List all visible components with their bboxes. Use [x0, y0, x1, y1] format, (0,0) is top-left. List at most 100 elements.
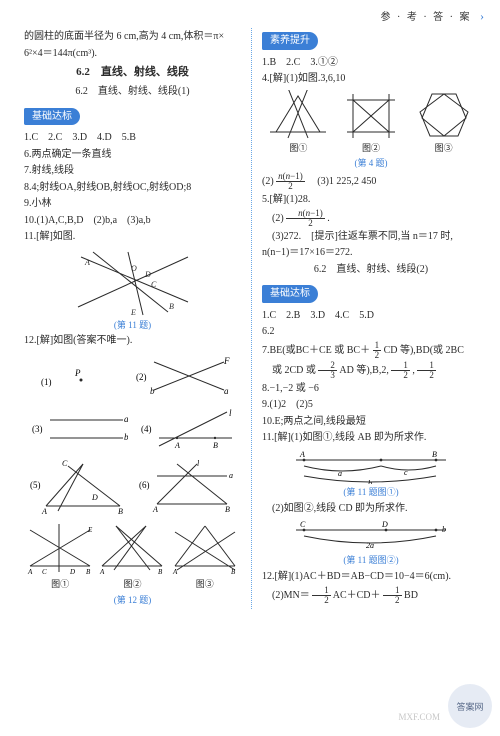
fig11r2-cap: (第 11 题图②) [262, 554, 480, 568]
r4: 4.[解](1)如图.3,6,10 [262, 71, 480, 87]
frac-1-2-d: 12 [312, 586, 331, 605]
left-q11: 11.[解]如图. [24, 229, 241, 245]
intro-line1: 的圆柱的底面半径为 6 cm,高为 4 cm,体积＝π× [24, 29, 241, 45]
fig12-3: (3) a b [28, 404, 128, 452]
svg-text:B: B [86, 568, 91, 576]
left-q6: 6.两点确定一条直线 [24, 147, 241, 163]
svg-text:b: b [124, 432, 128, 442]
page-header: 参 · 考 · 答 · 案 › [18, 8, 486, 24]
s7-l2b: AD 等),B,2, [339, 365, 388, 376]
intro-line2: 6²×4＝144π(cm³). [24, 46, 241, 62]
fig12-6: (6) A B a l [137, 456, 237, 516]
fig4-3-cap: 图③ [416, 142, 472, 156]
s7-l2c: , [412, 365, 415, 376]
svg-text:(2): (2) [136, 372, 147, 382]
r4b-pre: (2) [262, 176, 274, 187]
fig4-2-cap: 图② [343, 142, 399, 156]
s7-line2: 或 2CD 或 23 AD 等),B,2, 12 , 12 [262, 361, 480, 380]
svg-text:b: b [150, 386, 155, 396]
r5b: (2) n(n−1)2 . [262, 209, 480, 228]
s8: 8.−1,−2 或 −6 [262, 381, 480, 397]
svg-text:A: A [299, 450, 305, 459]
svg-text:D: D [69, 568, 75, 576]
svg-text:C: C [300, 520, 306, 529]
subtitle2: 6.2 直线、射线、线段(2) [262, 262, 480, 278]
r5c2: n(n−1)＝17×16＝272. [262, 245, 480, 261]
frac-n-n1-2-a: n(n−1)2 [276, 172, 305, 191]
r5c: (3)272. [提示]往返车票不同,当 n＝17 时, [262, 229, 480, 245]
svg-text:b: b [368, 479, 372, 484]
fig4-caption: (第 4 题) [262, 157, 480, 171]
svg-text:A: A [41, 507, 47, 516]
r1: 1.B 2.C 3.①② [262, 55, 480, 71]
s12b-mid: AC＋CD＋ [333, 590, 381, 601]
svg-text:(4): (4) [141, 424, 152, 434]
svg-text:B: B [225, 505, 230, 514]
fig12-row3: (5) A B C D (6) [24, 454, 241, 518]
watermark-stamp-icon: 答案网 [448, 684, 492, 728]
svg-text:A: A [27, 568, 33, 576]
fig12-row1: (1) P (2) F a b [24, 350, 241, 402]
left-q7: 7.射线,线段 [24, 163, 241, 179]
r5b-post: . [327, 213, 330, 224]
svg-text:A: A [99, 568, 105, 576]
s12b-post: BD [404, 590, 418, 601]
header-text: 参 · 考 · 答 · 案 [381, 12, 472, 23]
s12b: (2)MN＝ 12 AC＋CD＋ 12 BD [262, 586, 480, 605]
right-column: 素养提升 1.B 2.C 3.①② 4.[解](1)如图.3,6,10 图① [252, 28, 486, 609]
fig12-b2: A B [96, 520, 168, 576]
s6: 6.2 [262, 324, 480, 340]
svg-text:B: B [213, 441, 218, 450]
s1: 1.C 2.B 3.D 4.C 5.D [262, 308, 480, 324]
fig12-row4: A B C D E 图① A [24, 518, 241, 593]
r4b-post: (3)1 225,2 450 [307, 176, 376, 187]
badge-advance: 素养提升 [262, 32, 318, 50]
svg-text:E: E [87, 526, 93, 534]
fig11r-1: A B a c b [286, 448, 456, 484]
fig4-2 [343, 90, 399, 140]
svg-text:(5): (5) [30, 480, 41, 490]
svg-text:A: A [152, 505, 158, 514]
fig12-b3-cap: 图③ [169, 578, 241, 592]
frac-n-n1-2-b: n(n−1)2 [286, 209, 325, 228]
svg-text:C: C [42, 568, 47, 576]
svg-text:D: D [91, 493, 98, 502]
fig12-2: (2) F a b [132, 352, 232, 400]
svg-text:a: a [338, 469, 342, 478]
s12b-pre: (2)MN＝ [272, 590, 310, 601]
svg-text:2a: 2a [366, 541, 374, 550]
left-q8: 8.4;射线OA,射线OB,射线OC,射线OD;8 [24, 180, 241, 196]
svg-text:E: E [130, 308, 136, 317]
fig4-1-cap: 图① [270, 142, 326, 156]
svg-text:(6): (6) [139, 480, 150, 490]
svg-text:l: l [229, 408, 232, 418]
fig12-b1: A B C D E [24, 520, 96, 576]
section-title: 6.2 直线、射线、线段 [24, 64, 241, 81]
svg-text:B: B [169, 302, 174, 311]
badge-basic-2: 基础达标 [262, 285, 318, 303]
watermark-text: MXF.COM [398, 712, 440, 722]
svg-text:(1): (1) [41, 377, 52, 387]
svg-text:B: B [118, 507, 123, 516]
section-subtitle: 6.2 直线、射线、线段(1) [24, 84, 241, 100]
fig12-b2-cap: 图② [96, 578, 168, 592]
fig11-caption: (第 11 题) [24, 319, 241, 333]
r5: 5.[解](1)28. [262, 192, 480, 208]
s7-pre: 7.BE(或BC＋CE 或 BC＋ [262, 345, 370, 356]
svg-text:a: a [229, 471, 233, 480]
frac-1-2-e: 12 [383, 586, 402, 605]
frac-1-2-b: 12 [391, 361, 410, 380]
left-q12: 12.[解]如图(答案不唯一). [24, 333, 241, 349]
svg-text:D: D [144, 270, 151, 279]
svg-text:b: b [442, 525, 446, 534]
left-q10: 10.(1)A,C,B,D (2)b,a (3)a,b [24, 213, 241, 229]
s12a: 12.[解](1)AC＋BD＝AB−CD＝10−4＝6(cm). [262, 569, 480, 585]
svg-text:C: C [62, 459, 68, 468]
r5b-pre: (2) [272, 213, 284, 224]
svg-text:B: B [231, 568, 236, 576]
r4b: (2) n(n−1)2 (3)1 225,2 450 [262, 172, 480, 191]
fig12-caption: (第 12 题) [24, 594, 241, 608]
badge-basic-1: 基础达标 [24, 108, 80, 126]
svg-text:C: C [151, 280, 157, 289]
frac-2-3: 23 [318, 361, 337, 380]
